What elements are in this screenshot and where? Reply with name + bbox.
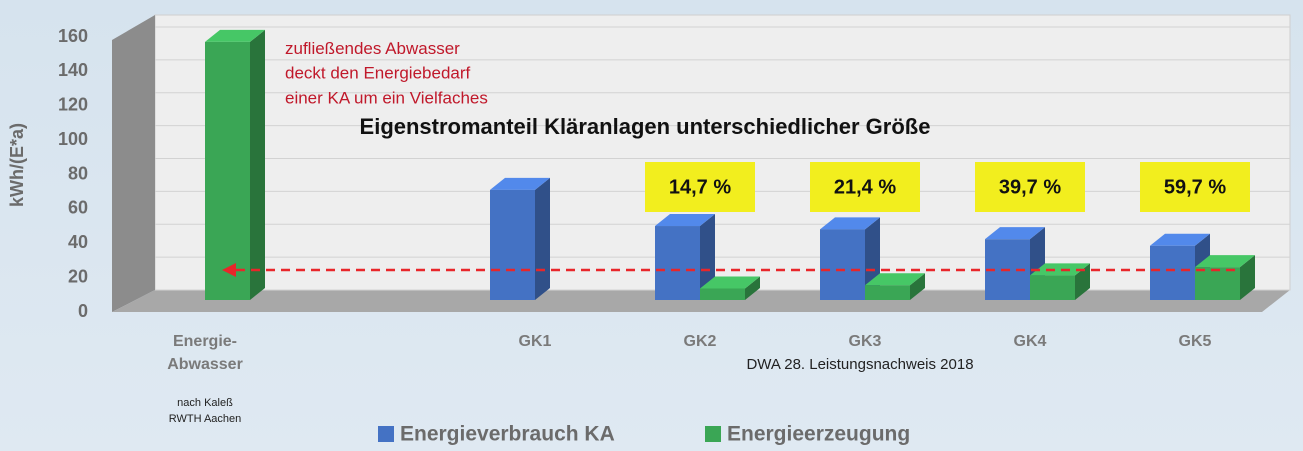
source: DWA 28. Leistungsnachweis 2018 [746,356,973,373]
y-tick-label: 0 [78,301,88,321]
percent-box [645,162,755,212]
bar-side [1075,263,1090,300]
annotation: zufließendes Abwasser deckt den Energiebe… [285,39,488,107]
percent-box [810,162,920,212]
legend-label: Energieverbrauch KA [400,423,615,446]
bar [1195,267,1240,300]
bar [490,189,535,300]
y-tick-label: 160 [58,26,88,46]
category-note: nach Kaleß RWTH Aachen [169,397,242,425]
percent-label: 21,4 % [834,176,896,198]
bar [700,288,745,300]
bar-side [535,177,550,300]
bar-top [820,217,880,230]
bar-top [205,29,265,42]
legend-swatch [705,426,721,442]
percent-box [1140,162,1250,212]
y-tick-label: 100 [58,129,88,149]
bar [1030,275,1075,300]
percent-label: 59,7 % [1164,176,1226,198]
percent-label: 14,7 % [669,176,731,198]
bar-side [250,29,265,301]
y-tick-label: 40 [68,232,88,252]
bar-top [490,177,550,190]
y-tick-label: 60 [68,198,88,218]
y-tick-label: 120 [58,95,88,115]
bar-side [745,276,760,300]
percent-label: 39,7 % [999,176,1061,198]
x-tick-label: GK1 [519,333,552,350]
legend-label: Energieerzeugung [727,423,910,446]
y-tick-label: 80 [68,163,88,183]
bar-top [700,276,760,289]
percent-box [975,162,1085,212]
bar-top [865,273,925,286]
bar [205,41,250,301]
x-tick-label: GK2 [684,333,717,350]
bar-top [985,227,1045,240]
bar [655,226,700,300]
side-wall [112,15,155,312]
arrow-head [222,263,236,277]
x-tick-label: GK5 [1179,333,1212,350]
subtitle: Eigenstromanteil Kläranlagen unterschied… [360,114,931,139]
bar [1150,245,1195,300]
bar-top [1030,263,1090,276]
y-axis-label: kWh/(E*a) [7,123,27,207]
bar-side [700,214,715,300]
bar-top [655,214,715,227]
bar-top [1150,233,1210,246]
bar-top [1195,255,1255,268]
x-tick-label: Energie-Abwasser [167,333,243,373]
bar-side [910,273,925,300]
legend-swatch [378,426,394,442]
x-tick-label: GK3 [849,333,882,350]
bar-side [1240,255,1255,300]
bar [865,285,910,300]
y-tick-label: 20 [68,266,88,286]
x-tick-label: GK4 [1014,333,1047,350]
bar [820,229,865,300]
y-tick-label: 140 [58,60,88,80]
